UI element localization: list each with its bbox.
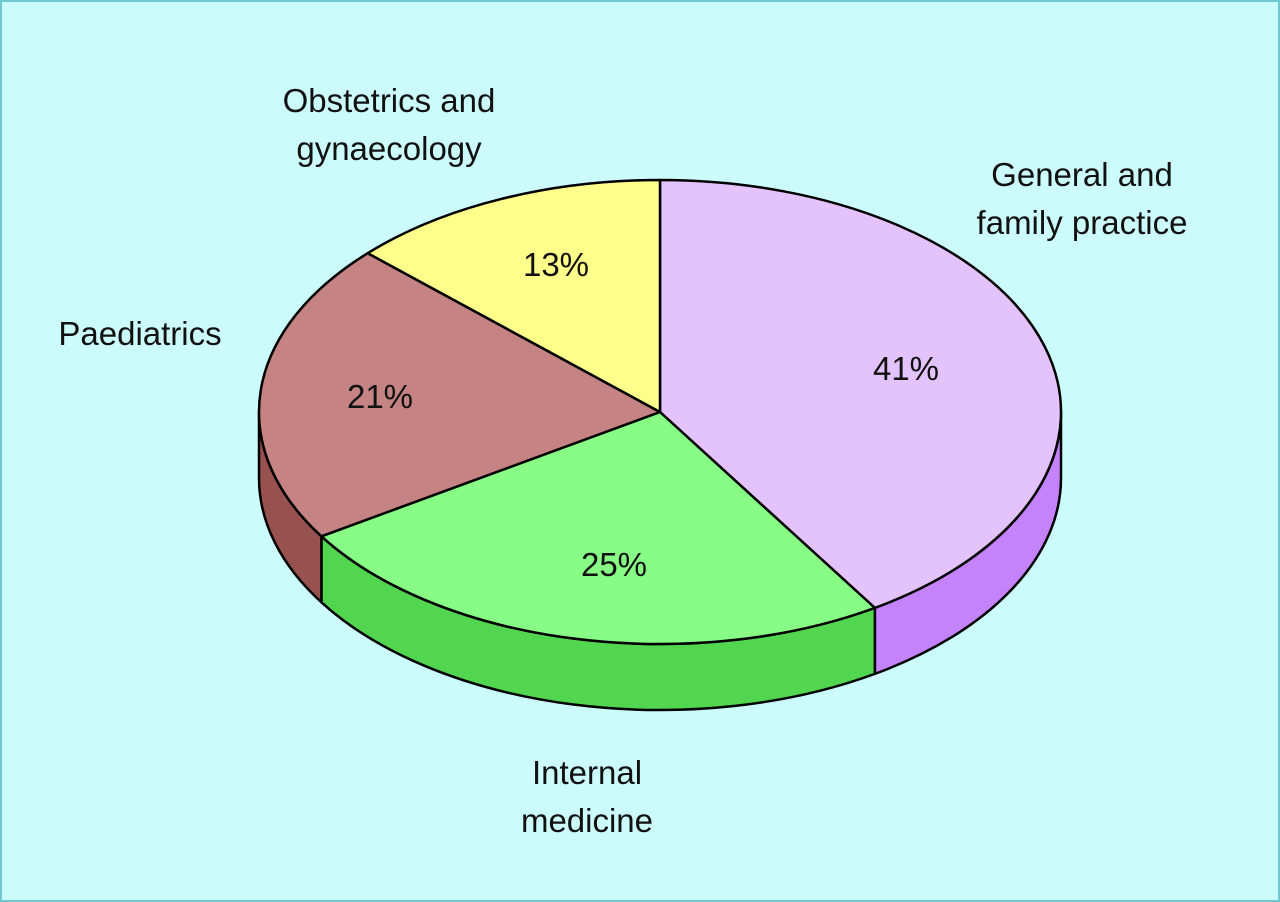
pie-slice-category-label: Internal medicine (521, 754, 653, 839)
category-label-line: Obstetrics and (283, 82, 496, 119)
pie-slice-value-label: 41% (873, 350, 939, 387)
pie-slice-value-label: 13% (523, 246, 589, 283)
category-label-line: Internal (532, 754, 642, 791)
pie-tops (257, 178, 1063, 646)
pie-slice-obstetrics-and-gynaecology (366, 178, 662, 414)
pie-slice-internal-medicine (320, 410, 877, 646)
category-label-line: Paediatrics (58, 315, 221, 352)
category-label-line: General and (991, 156, 1173, 193)
pie-slice-value-label: 21% (347, 378, 413, 415)
pie-labels: 41% General and family practice 25% Internal… (58, 82, 1187, 839)
category-label-line: family practice (977, 204, 1188, 241)
pie-slice-category-label: General and family practice (977, 156, 1188, 241)
category-label-line: medicine (521, 802, 653, 839)
pie-slice-category-label: Obstetrics and gynaecology (283, 82, 496, 167)
pie-slice-paediatrics (257, 251, 662, 538)
pie-slice-value-label: 25% (581, 546, 647, 583)
pie-slice-general-and-family-practice (658, 178, 1063, 610)
pie-slice-category-label: Paediatrics (58, 315, 221, 352)
category-label-line: gynaecology (296, 130, 482, 167)
